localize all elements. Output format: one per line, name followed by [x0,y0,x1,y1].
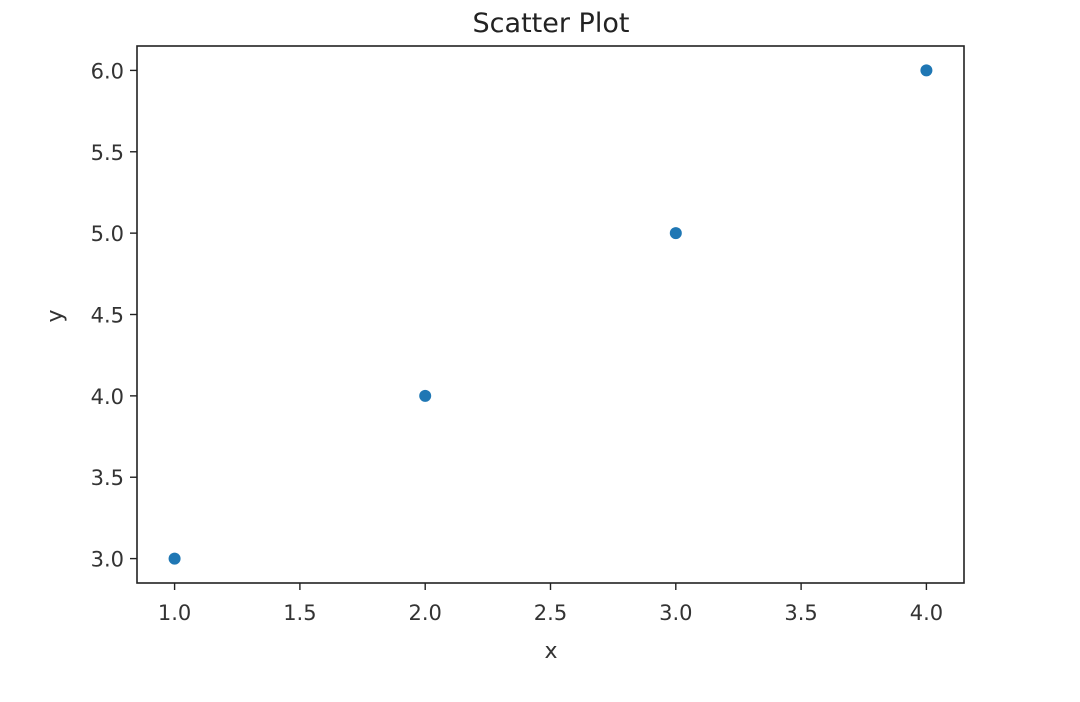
x-tick-label: 4.0 [910,601,943,625]
x-axis: 1.0 1.5 2.0 2.5 3.0 3.5 4.0 [158,583,943,625]
x-tick-label: 3.5 [784,601,817,625]
y-tick-label: 5.5 [91,141,124,165]
data-point [168,552,181,565]
data-point [419,389,432,402]
y-tick-label: 5.0 [91,222,124,246]
chart-title: Scatter Plot [473,8,630,39]
y-tick-label: 3.5 [91,466,124,490]
y-tick-label: 3.0 [91,548,124,572]
y-tick-label: 4.5 [91,304,124,328]
x-tick-label: 3.0 [659,601,692,625]
x-tick-label: 1.0 [158,601,191,625]
y-tick-label: 4.0 [91,385,124,409]
data-points [168,64,933,565]
x-tick-label: 1.5 [283,601,316,625]
x-axis-label: x [544,639,557,664]
plot-area [136,45,965,584]
y-axis-label: y [43,309,68,322]
x-tick-label: 2.0 [408,601,441,625]
data-point [920,64,933,77]
data-point [669,227,682,240]
y-tick-label: 6.0 [91,59,124,83]
y-axis: 3.0 3.5 4.0 4.5 5.0 5.5 6.0 [91,59,137,572]
x-tick-label: 2.5 [534,601,567,625]
